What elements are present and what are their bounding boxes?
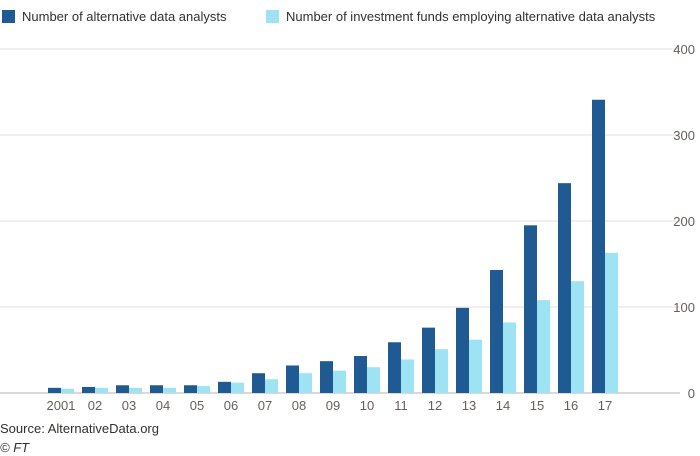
y-tick-label: 300	[673, 128, 695, 143]
y-tick-label: 0	[688, 386, 695, 401]
bar	[48, 387, 61, 393]
bar	[184, 385, 197, 393]
bar	[558, 183, 571, 393]
bar	[571, 281, 584, 393]
bar	[401, 359, 414, 393]
x-tick-label: 11	[394, 398, 408, 413]
bar	[592, 99, 605, 394]
bars	[48, 99, 618, 394]
x-tick-label: 06	[224, 398, 238, 413]
bar	[354, 356, 367, 393]
bar	[299, 373, 312, 393]
x-tick-label: 17	[598, 398, 612, 413]
x-tick-label: 03	[122, 398, 136, 413]
bar	[265, 379, 278, 393]
y-axis-labels: 0 100 200 300 400	[673, 42, 695, 401]
bar	[252, 373, 265, 393]
bar	[469, 339, 482, 393]
bar	[231, 382, 244, 393]
x-tick-label: 08	[292, 398, 306, 413]
x-tick-label: 16	[564, 398, 578, 413]
bar	[367, 367, 380, 393]
bar	[537, 300, 550, 393]
bar	[388, 342, 401, 393]
bar	[435, 349, 448, 393]
x-tick-label: 04	[156, 398, 170, 413]
x-tick-label: 14	[496, 398, 510, 413]
x-tick-label: 09	[326, 398, 340, 413]
legend-label: Number of alternative data analysts	[22, 9, 227, 24]
x-tick-label: 12	[428, 398, 442, 413]
bar	[524, 225, 537, 393]
x-axis-labels: 2001 02 03 04 05 06 07 08 09 10 11 12 13 14 15 16 17	[47, 398, 613, 413]
copyright-credit: © FT	[0, 440, 30, 455]
bar	[605, 252, 618, 393]
legend: Number of alternative data analysts Numbe…	[2, 9, 656, 24]
y-tick-label: 200	[673, 214, 695, 229]
bar	[129, 387, 142, 393]
bar	[503, 322, 516, 393]
bar	[333, 370, 346, 393]
x-tick-label: 02	[88, 398, 102, 413]
legend-label: Number of investment funds employing alt…	[286, 9, 656, 24]
x-tick-label: 2001	[47, 398, 76, 413]
y-tick-label: 100	[673, 300, 695, 315]
source-note: Source: AlternativeData.org	[0, 421, 159, 436]
bar	[95, 387, 108, 393]
x-tick-label: 07	[258, 398, 272, 413]
legend-swatch	[266, 10, 279, 23]
x-tick-label: 13	[462, 398, 476, 413]
bar	[163, 387, 176, 393]
bar	[116, 385, 129, 393]
y-tick-label: 400	[673, 42, 695, 57]
bar	[150, 385, 163, 393]
bar	[61, 388, 74, 393]
bar	[82, 386, 95, 393]
bar	[197, 386, 210, 393]
bar-chart: Number of alternative data analysts Numbe…	[0, 9, 695, 413]
bar	[456, 307, 469, 393]
bar	[320, 361, 333, 393]
bar	[490, 270, 503, 393]
bar	[422, 327, 435, 393]
bar	[218, 381, 231, 393]
x-tick-label: 10	[360, 398, 374, 413]
bar	[286, 365, 299, 393]
legend-swatch	[2, 10, 15, 23]
x-tick-label: 05	[190, 398, 204, 413]
x-tick-label: 15	[530, 398, 544, 413]
